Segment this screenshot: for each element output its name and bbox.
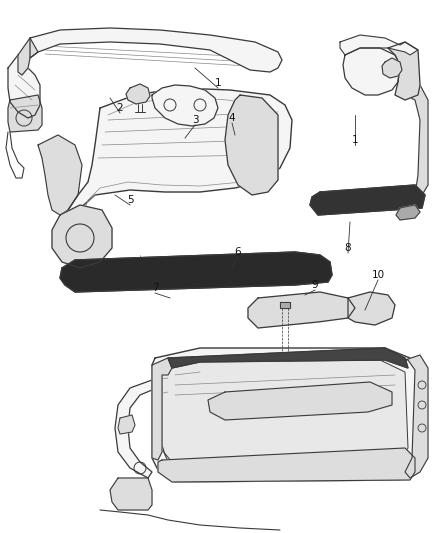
- Polygon shape: [248, 292, 355, 328]
- Polygon shape: [62, 88, 292, 272]
- Polygon shape: [18, 38, 38, 75]
- Polygon shape: [168, 348, 408, 368]
- Text: 10: 10: [371, 270, 385, 280]
- Polygon shape: [396, 205, 420, 220]
- Polygon shape: [208, 382, 392, 420]
- Text: 8: 8: [345, 243, 351, 253]
- Polygon shape: [405, 85, 428, 195]
- Text: 1: 1: [352, 135, 358, 145]
- Polygon shape: [118, 415, 135, 434]
- Polygon shape: [280, 302, 290, 308]
- Polygon shape: [115, 380, 152, 478]
- Polygon shape: [343, 48, 400, 95]
- Polygon shape: [310, 185, 425, 215]
- Text: 3: 3: [192, 115, 198, 125]
- Polygon shape: [8, 55, 40, 118]
- Text: 6: 6: [235, 247, 241, 257]
- Polygon shape: [38, 135, 82, 215]
- Polygon shape: [340, 35, 418, 55]
- Text: 2: 2: [117, 103, 124, 113]
- Polygon shape: [60, 252, 332, 292]
- Polygon shape: [348, 292, 395, 325]
- Polygon shape: [152, 358, 172, 460]
- Polygon shape: [162, 360, 408, 466]
- Text: 1: 1: [215, 78, 221, 88]
- Polygon shape: [8, 95, 42, 132]
- Polygon shape: [225, 95, 278, 195]
- Polygon shape: [158, 448, 415, 482]
- Polygon shape: [110, 478, 152, 510]
- Polygon shape: [30, 28, 282, 72]
- Text: 4: 4: [229, 113, 235, 123]
- Text: 9: 9: [312, 280, 318, 290]
- Polygon shape: [388, 42, 420, 100]
- Text: 7: 7: [152, 283, 158, 293]
- Polygon shape: [126, 84, 150, 104]
- Polygon shape: [382, 58, 402, 78]
- Text: 5: 5: [127, 195, 133, 205]
- Polygon shape: [152, 348, 420, 482]
- Polygon shape: [52, 205, 112, 268]
- Polygon shape: [152, 85, 218, 126]
- Polygon shape: [405, 355, 428, 478]
